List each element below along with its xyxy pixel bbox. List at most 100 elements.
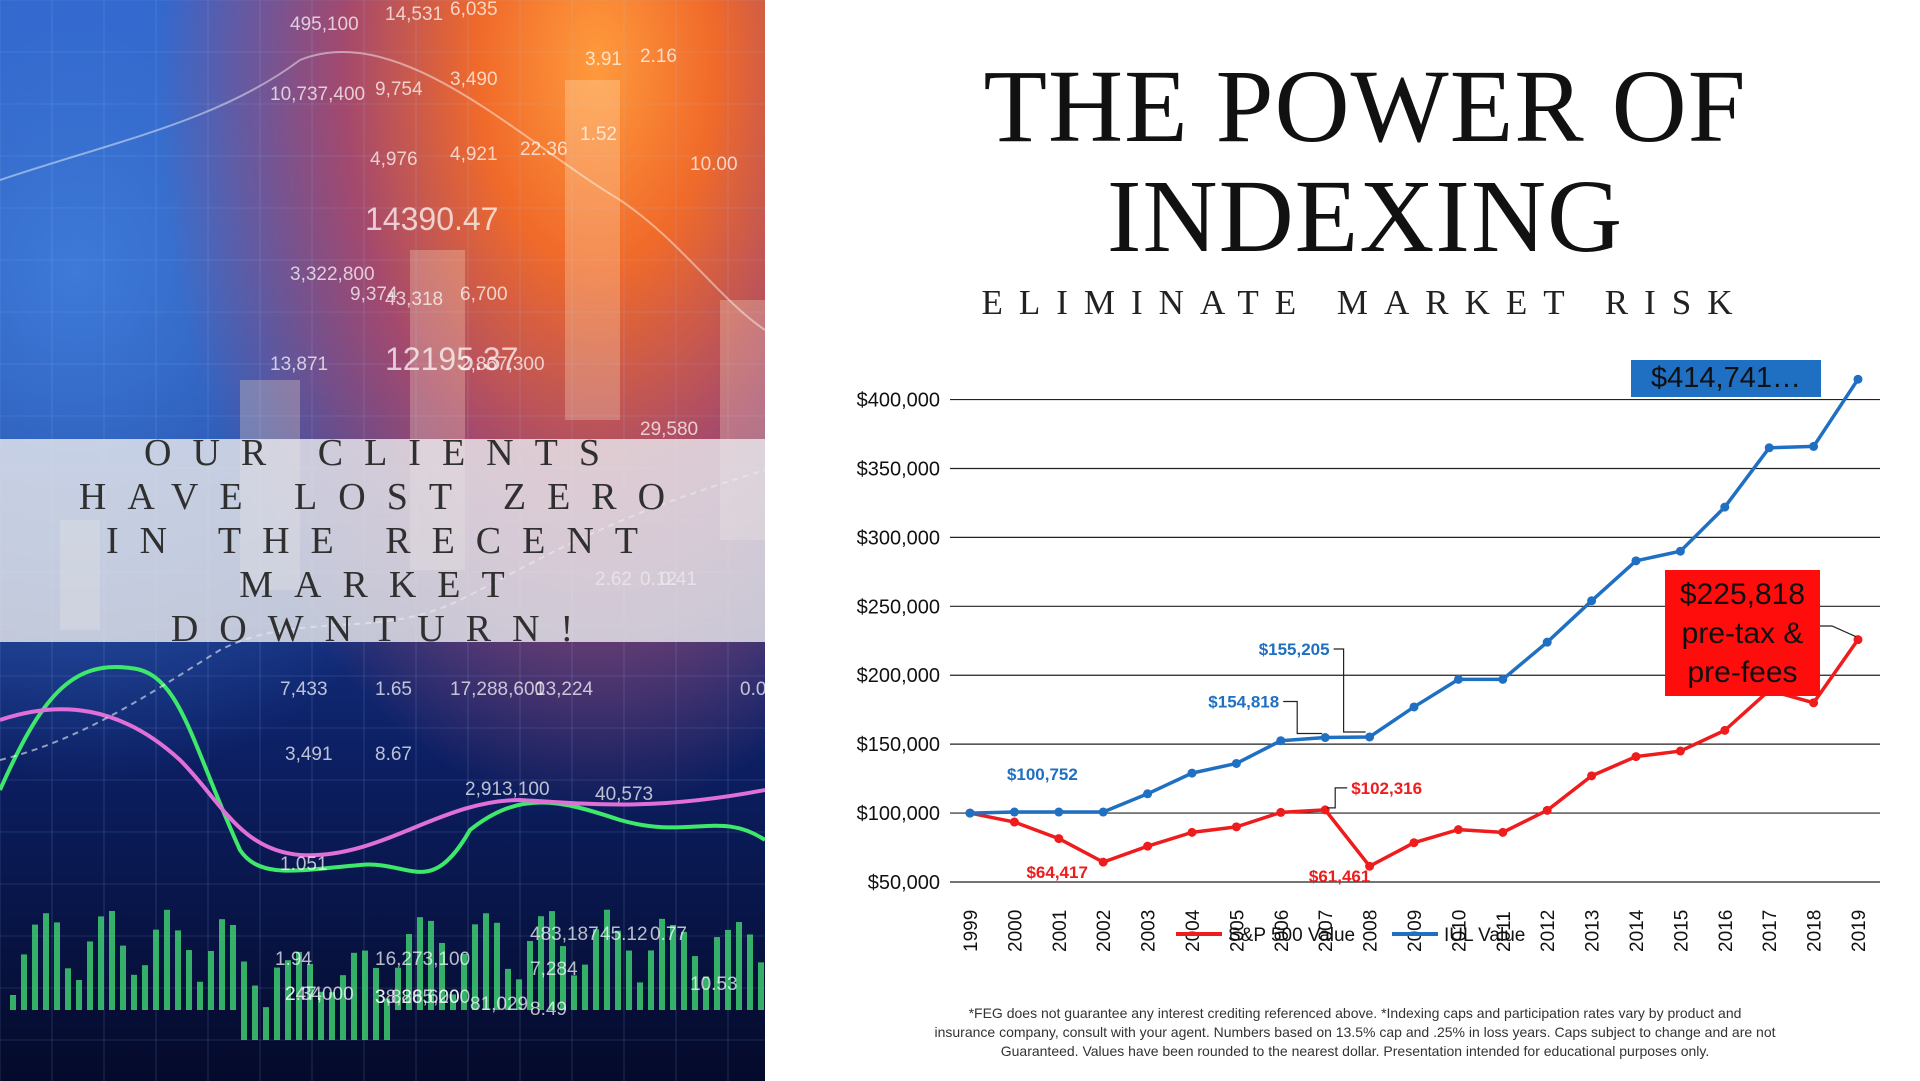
bg-number: 0.0 [740, 679, 765, 700]
bg-volume-bar [395, 967, 401, 1010]
bg-volume-bar [329, 992, 335, 1040]
sp500-final-callout-text: $225,818 [1680, 578, 1805, 611]
data-point-iul [1587, 596, 1597, 606]
bg-number: 14390.47 [365, 201, 498, 237]
indexing-line-chart: $50,000 $100,000 $150,000 $200,000 $250,000 $… [857, 360, 1880, 952]
x-tick-label: 2002 [1094, 910, 1115, 952]
bg-number: 7,433 [280, 679, 328, 700]
bg-number: 13,224 [535, 679, 594, 700]
bg-number: 3,322,800 [290, 264, 375, 285]
data-point-iul [965, 808, 975, 818]
data-point-sp500 [1542, 805, 1552, 815]
page-subtitle: Eliminate Market Risk [981, 283, 1749, 322]
bg-volume-bar [131, 974, 137, 1010]
bg-volume-bar [10, 995, 16, 1010]
disclaimer-line-1: *FEG does not guarantee any interest cre… [968, 1005, 1742, 1021]
data-point-iul [1409, 702, 1419, 712]
bg-volume-bar [417, 917, 423, 1010]
bg-volume-bar [208, 950, 214, 1010]
bg-number: 3,490 [450, 69, 498, 90]
data-point-iul [1054, 807, 1064, 817]
x-tick-label: 2010 [1449, 910, 1470, 952]
bg-volume-bar [648, 950, 654, 1010]
bg-volume-bar [670, 925, 676, 1010]
bg-number: 43,318 [385, 289, 443, 310]
bg-indicator-line-green [0, 665, 765, 874]
bg-number: 1.65 [375, 679, 412, 700]
data-point-iul [1853, 374, 1863, 384]
leader-line [1820, 625, 1857, 638]
bg-number: 38,265,200 [375, 987, 470, 1008]
bg-volume-bar [296, 951, 302, 1040]
data-point-sp500 [1098, 857, 1108, 867]
bg-number: 9,754 [375, 79, 423, 100]
bg-number: 2.34 [285, 984, 322, 1005]
bg-volume-bar [263, 1007, 269, 1040]
iul-final-callout [1631, 360, 1821, 397]
bg-volume-bar [538, 916, 544, 1010]
bg-volume-bar [747, 934, 753, 1010]
y-tick-label: $50,000 [868, 872, 940, 894]
bg-volume-bar [109, 910, 115, 1010]
y-tick-label: $250,000 [857, 596, 940, 618]
bg-volume-bar [54, 922, 60, 1010]
bg-volume-bar [76, 979, 82, 1010]
bg-number: 8.49 [530, 999, 567, 1020]
bg-volume-bar [406, 934, 412, 1010]
y-tick-label: $400,000 [857, 390, 940, 412]
bg-volume-bar [505, 968, 511, 1010]
x-tick-label: 2011 [1494, 911, 1515, 952]
bg-number: 9,374 [350, 284, 398, 305]
leader-line [1333, 648, 1366, 733]
data-point-iul [1231, 758, 1241, 768]
bg-number: 3.91 [585, 49, 622, 70]
data-point-sp500 [1143, 841, 1153, 851]
data-point-sp500 [1276, 807, 1286, 817]
sp500-final-callout-text: pre-tax & [1682, 617, 1804, 650]
bg-number: 10.00 [690, 154, 738, 175]
data-point-iul [1453, 674, 1463, 684]
bg-volume-bar [593, 929, 599, 1010]
bg-volume-bar [21, 954, 27, 1010]
bg-number: 10.53 [690, 974, 738, 995]
bg-candle [565, 80, 620, 420]
bg-number: 12195.37 [385, 341, 518, 377]
bg-number: 2,913,100 [465, 779, 550, 800]
x-tick-label: 2003 [1139, 910, 1160, 952]
bg-volume-bar [98, 916, 104, 1010]
data-point-iul [1365, 732, 1375, 742]
data-point-sp500 [1853, 635, 1863, 645]
page-title: The Power of Indexing [830, 52, 1900, 272]
bg-volume-bar [43, 913, 49, 1010]
bg-number: 22.36 [520, 139, 568, 160]
bg-number: 4,976 [370, 149, 418, 170]
y-tick-label: $150,000 [857, 734, 940, 756]
data-point-iul [1276, 736, 1286, 746]
bg-number: 14,531 [385, 4, 443, 25]
bg-number: 8.67 [375, 744, 412, 765]
data-point-sp500 [1320, 805, 1330, 815]
bg-volume-bar [736, 922, 742, 1010]
x-tick-label: 2019 [1849, 910, 1870, 952]
bg-volume-bar [626, 950, 632, 1010]
bg-number: 17,288,600 [450, 679, 545, 700]
data-label-sp500: $64,417 [1026, 863, 1087, 882]
bg-number: 483,187 [530, 924, 599, 945]
bg-volume-bar [285, 960, 291, 1040]
leader-line [1283, 700, 1323, 735]
data-point-iul [1143, 789, 1153, 799]
data-point-iul [1009, 807, 1019, 817]
bg-volume-bar [362, 950, 368, 1040]
x-tick-label: 1999 [961, 910, 982, 952]
data-point-sp500 [1631, 752, 1641, 762]
bg-volume-bar [241, 961, 247, 1040]
bg-volume-bar [142, 965, 148, 1010]
bg-volume-bar [461, 953, 467, 1010]
y-tick-label: $300,000 [857, 527, 940, 549]
bg-volume-bar [252, 985, 258, 1040]
bg-volume-bar [428, 920, 434, 1010]
bg-number: 29,580 [640, 419, 698, 440]
leader-line [1327, 787, 1348, 809]
x-tick-label: 2017 [1760, 910, 1781, 952]
sp500-final-callout [1665, 570, 1820, 696]
